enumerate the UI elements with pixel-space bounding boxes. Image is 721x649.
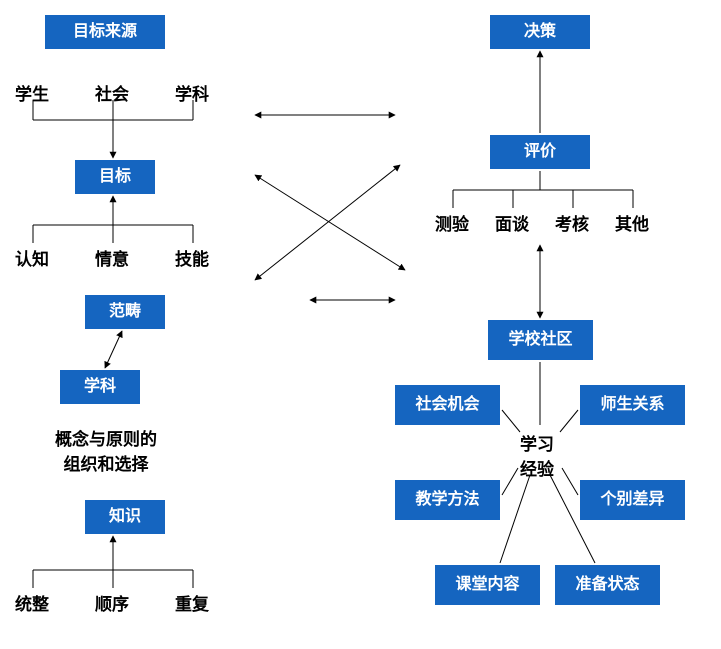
box-category: 范畴 bbox=[85, 295, 165, 329]
box-teacher: 师生关系 bbox=[580, 385, 685, 425]
box-content: 课堂内容 bbox=[435, 565, 540, 605]
text-repeat: 重复 bbox=[175, 590, 209, 615]
text-test: 测验 bbox=[435, 210, 469, 235]
box-method: 教学方法 bbox=[395, 480, 500, 520]
box-goal: 目标 bbox=[75, 160, 155, 194]
text-sequence: 顺序 bbox=[95, 590, 129, 615]
text-skill: 技能 bbox=[175, 245, 209, 270]
box-indiv: 个别差异 bbox=[580, 480, 685, 520]
text-cognition: 认知 bbox=[15, 245, 49, 270]
text-integrate: 统整 bbox=[15, 590, 49, 615]
box-source: 目标来源 bbox=[45, 15, 165, 49]
box-school: 学校社区 bbox=[488, 320, 593, 360]
text-society: 社会 bbox=[95, 80, 129, 105]
box-eval: 评价 bbox=[490, 135, 590, 169]
text-assess: 考核 bbox=[555, 210, 589, 235]
box-decision: 决策 bbox=[490, 15, 590, 49]
text-interview: 面谈 bbox=[495, 210, 529, 235]
text-other: 其他 bbox=[615, 210, 649, 235]
box-subject: 学科 bbox=[60, 370, 140, 404]
text-affect: 情意 bbox=[95, 245, 129, 270]
text-concept: 概念与原则的 组织和选择 bbox=[55, 425, 157, 475]
box-social: 社会机会 bbox=[395, 385, 500, 425]
box-knowledge: 知识 bbox=[85, 500, 165, 534]
text-student: 学生 bbox=[15, 80, 49, 105]
box-prep: 准备状态 bbox=[555, 565, 660, 605]
text-learn: 学习 经验 bbox=[520, 430, 554, 480]
text-subj0: 学科 bbox=[175, 80, 209, 105]
